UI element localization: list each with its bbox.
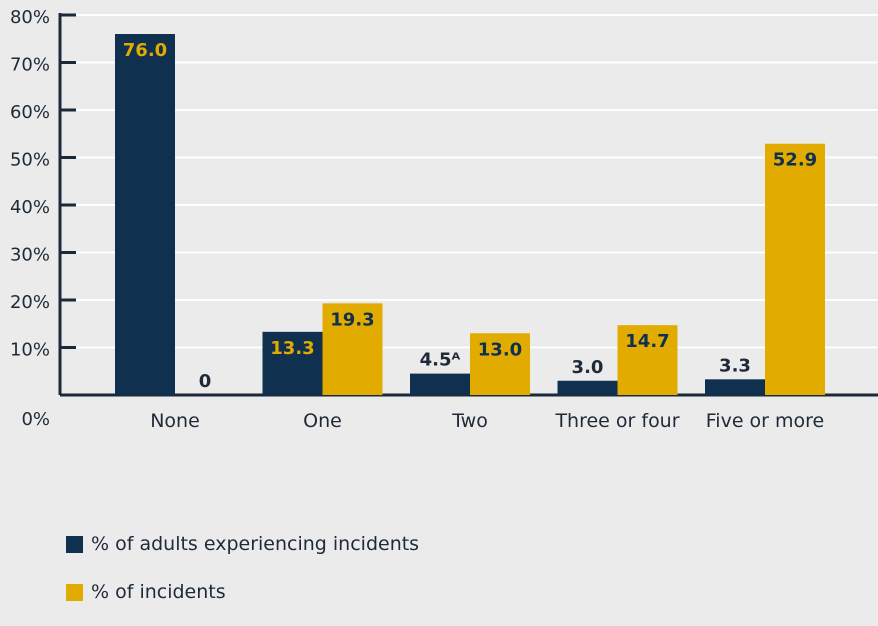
bar-adults <box>115 34 175 395</box>
legend-item-incidents: % of incidents <box>66 578 419 606</box>
x-tick-label: Five or more <box>706 410 825 432</box>
y-tick-label: 0% <box>21 409 50 430</box>
legend-item-adults: % of adults experiencing incidents <box>66 530 419 558</box>
x-tick-label: Two <box>451 410 488 432</box>
bar-adults <box>262 331 323 395</box>
data-label: 14.7 <box>625 331 669 352</box>
data-label: 0 <box>199 371 212 392</box>
bar-adults <box>410 373 470 395</box>
x-tick-label: One <box>303 410 342 432</box>
data-label: 3.0 <box>572 357 604 378</box>
data-label: 3.3 <box>719 355 751 376</box>
bar-incidents <box>322 303 383 395</box>
y-tick-label: 40% <box>10 197 50 218</box>
data-label: 13.0 <box>478 339 522 360</box>
y-tick-label: 80% <box>10 7 50 28</box>
legend-label-incidents: % of incidents <box>91 581 226 603</box>
x-tick-label: Three or four <box>554 410 679 432</box>
y-tick-label: 10% <box>10 340 50 361</box>
legend: % of adults experiencing incidents % of … <box>66 530 419 626</box>
data-label: 76.0 <box>123 40 167 61</box>
y-tick-label: 30% <box>10 245 50 266</box>
bar-chart: 0% 10% 20% 30% 40% 50% 60% 70% 80% 76.0 0 None 13.3 1… <box>10 7 878 432</box>
bar-adults <box>705 379 765 395</box>
bar-adults <box>557 380 618 395</box>
data-label: 19.3 <box>330 309 374 330</box>
legend-swatch-incidents <box>66 583 83 601</box>
y-tick-label: 20% <box>10 292 50 313</box>
data-label: 13.3 <box>270 338 314 359</box>
bar-incidents <box>617 325 678 395</box>
legend-swatch-adults <box>66 535 83 553</box>
bar-incidents <box>470 333 530 395</box>
y-tick-label: 70% <box>10 55 50 76</box>
y-tick-label: 60% <box>10 102 50 123</box>
bar-incidents <box>765 143 825 395</box>
data-label: 4.5ᴬ <box>420 350 461 371</box>
legend-label-adults: % of adults experiencing incidents <box>91 533 420 555</box>
data-label: 52.9 <box>773 150 817 171</box>
x-tick-label: None <box>150 410 200 432</box>
y-tick-label: 50% <box>10 150 50 171</box>
